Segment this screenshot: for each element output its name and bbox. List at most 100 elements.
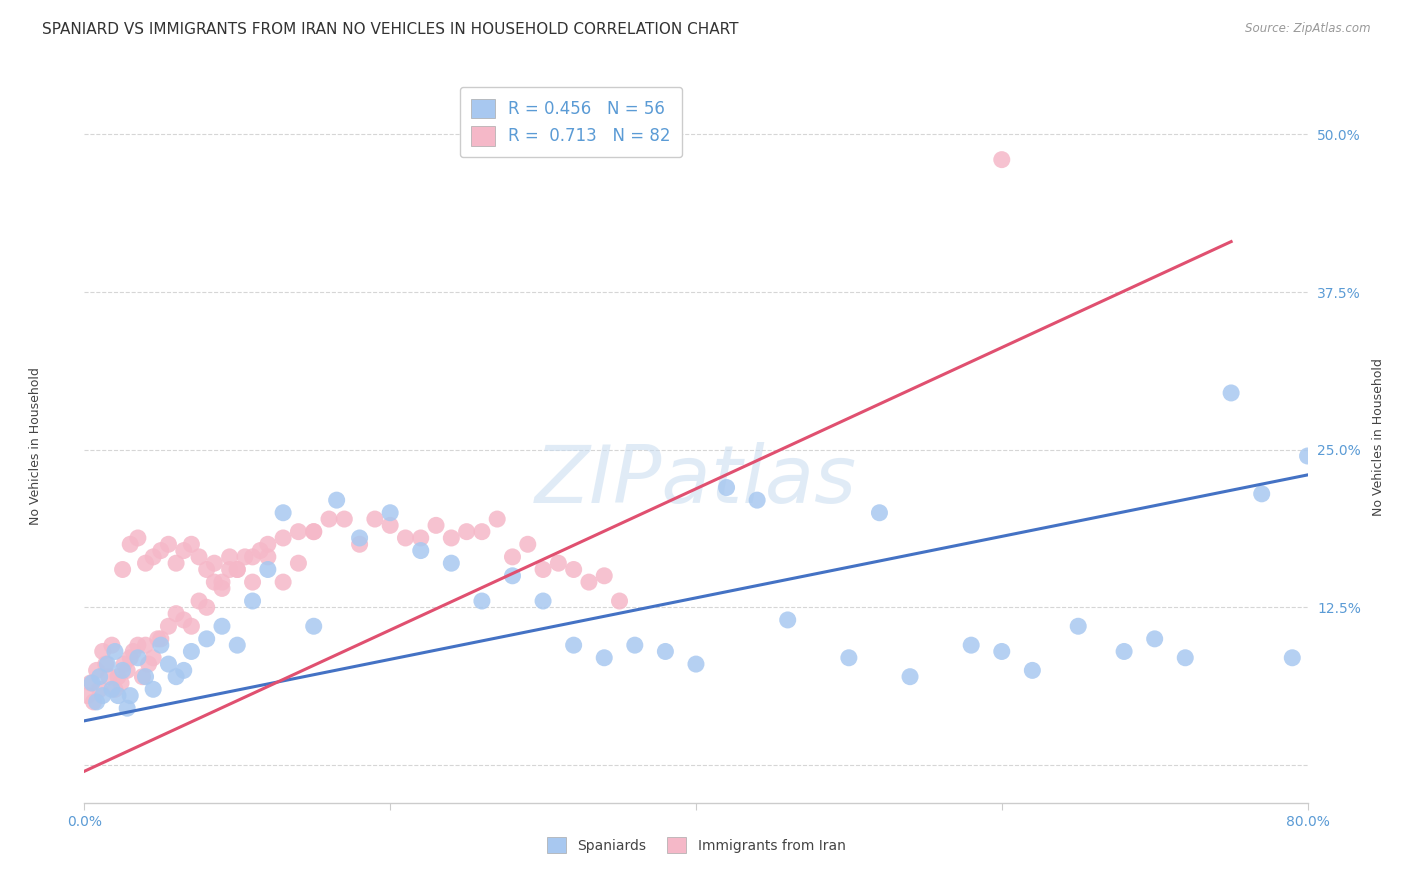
Point bbox=[131, 670, 153, 684]
Point bbox=[624, 638, 647, 652]
Point bbox=[1067, 619, 1090, 633]
Point bbox=[249, 543, 271, 558]
Point bbox=[333, 512, 356, 526]
Point bbox=[226, 638, 249, 652]
Point bbox=[165, 670, 187, 684]
Text: No Vehicles in Household: No Vehicles in Household bbox=[28, 368, 42, 524]
Point bbox=[188, 549, 211, 564]
Point bbox=[257, 549, 280, 564]
Point bbox=[86, 695, 108, 709]
Point bbox=[202, 575, 225, 590]
Point bbox=[440, 531, 463, 545]
Point bbox=[127, 531, 149, 545]
Point bbox=[226, 562, 249, 576]
Point bbox=[127, 638, 149, 652]
Point bbox=[531, 594, 554, 608]
Point bbox=[257, 537, 280, 551]
Point bbox=[409, 531, 432, 545]
Point bbox=[218, 562, 240, 576]
Point bbox=[1143, 632, 1166, 646]
Point bbox=[173, 613, 195, 627]
Point bbox=[302, 524, 325, 539]
Point bbox=[195, 632, 218, 646]
Point bbox=[135, 556, 157, 570]
Point bbox=[409, 543, 432, 558]
Point bbox=[89, 670, 111, 684]
Point bbox=[111, 664, 134, 678]
Point bbox=[115, 701, 138, 715]
Point bbox=[195, 600, 218, 615]
Point bbox=[149, 638, 172, 652]
Point bbox=[120, 650, 142, 665]
Point bbox=[120, 537, 142, 551]
Point bbox=[302, 619, 325, 633]
Text: SPANIARD VS IMMIGRANTS FROM IRAN NO VEHICLES IN HOUSEHOLD CORRELATION CHART: SPANIARD VS IMMIGRANTS FROM IRAN NO VEHI… bbox=[42, 22, 738, 37]
Point bbox=[101, 638, 124, 652]
Point bbox=[242, 575, 264, 590]
Point bbox=[211, 582, 233, 596]
Point bbox=[149, 543, 172, 558]
Legend: Spaniards, Immigrants from Iran: Spaniards, Immigrants from Iran bbox=[538, 829, 853, 862]
Point bbox=[562, 638, 585, 652]
Point bbox=[349, 537, 371, 551]
Point bbox=[1281, 650, 1303, 665]
Point bbox=[242, 549, 264, 564]
Point bbox=[318, 512, 340, 526]
Point bbox=[562, 562, 585, 576]
Point bbox=[380, 518, 402, 533]
Point bbox=[83, 695, 105, 709]
Point bbox=[142, 682, 165, 697]
Point bbox=[593, 569, 616, 583]
Point bbox=[685, 657, 707, 671]
Point bbox=[1220, 386, 1243, 401]
Point bbox=[609, 594, 631, 608]
Point bbox=[1174, 650, 1197, 665]
Point bbox=[271, 575, 294, 590]
Point bbox=[135, 638, 157, 652]
Point bbox=[593, 650, 616, 665]
Point bbox=[157, 619, 180, 633]
Point bbox=[135, 670, 157, 684]
Point bbox=[502, 569, 524, 583]
Point bbox=[195, 562, 218, 576]
Point bbox=[287, 556, 309, 570]
Point bbox=[80, 676, 103, 690]
Point bbox=[364, 512, 387, 526]
Point bbox=[226, 562, 249, 576]
Point bbox=[94, 657, 117, 671]
Point bbox=[149, 632, 172, 646]
Y-axis label: No Vehicles in Household: No Vehicles in Household bbox=[1372, 359, 1385, 516]
Point bbox=[578, 575, 600, 590]
Point bbox=[425, 518, 447, 533]
Point bbox=[110, 676, 132, 690]
Point bbox=[486, 512, 509, 526]
Point bbox=[302, 524, 325, 539]
Point bbox=[1114, 644, 1136, 658]
Point bbox=[716, 481, 738, 495]
Point bbox=[138, 657, 160, 671]
Point bbox=[960, 638, 983, 652]
Point bbox=[112, 657, 135, 671]
Point bbox=[776, 613, 799, 627]
Point bbox=[1250, 487, 1272, 501]
Point bbox=[218, 549, 240, 564]
Point bbox=[380, 506, 402, 520]
Point bbox=[180, 537, 202, 551]
Point bbox=[165, 607, 187, 621]
Point bbox=[101, 682, 124, 697]
Point bbox=[747, 493, 769, 508]
Point bbox=[531, 562, 554, 576]
Point bbox=[440, 556, 463, 570]
Point bbox=[111, 562, 134, 576]
Point bbox=[157, 537, 180, 551]
Point bbox=[188, 594, 211, 608]
Point bbox=[898, 670, 921, 684]
Point bbox=[456, 524, 478, 539]
Point bbox=[76, 689, 98, 703]
Point bbox=[115, 664, 138, 678]
Point bbox=[394, 531, 416, 545]
Point bbox=[325, 493, 347, 508]
Point bbox=[165, 556, 187, 570]
Point bbox=[233, 549, 256, 564]
Point bbox=[173, 543, 195, 558]
